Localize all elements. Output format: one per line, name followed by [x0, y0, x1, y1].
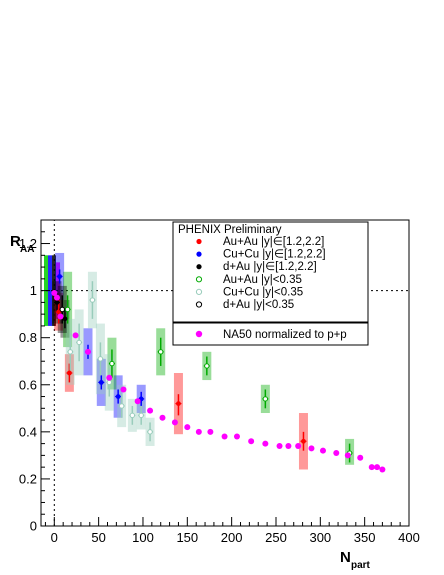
data-point: [147, 429, 153, 435]
data-point: [106, 374, 113, 381]
data-point: [357, 454, 364, 461]
data-point: [89, 297, 96, 303]
x-axis-title-main: N: [340, 549, 351, 566]
legend-label: Cu+Cu |y|∈[1.2,2.2]: [223, 249, 326, 261]
y-tick-label: 1.2: [19, 236, 37, 251]
data-point: [118, 403, 125, 409]
legend-box: PHENIX Preliminary Au+Au |y|∈[1.2,2.2]Cu…: [172, 221, 369, 323]
data-point: [57, 274, 63, 279]
axis-ticks: 0 50 100 150 200 250 300 350 400 0 0.2 0.4 0.6 0.8 1 1.…: [19, 219, 420, 545]
data-point: [98, 380, 104, 385]
data-point: [285, 442, 292, 449]
data-point: [72, 332, 79, 339]
data-point: [262, 396, 269, 402]
data-point: [134, 398, 141, 405]
data-point: [64, 306, 71, 313]
data-point: [97, 356, 104, 362]
y-axis-title-main: R: [10, 233, 21, 250]
y-tick-label: 0.8: [19, 330, 37, 345]
data-point: [295, 442, 302, 449]
data-point: [308, 445, 315, 452]
data-point: [159, 414, 166, 421]
data-point: [379, 466, 386, 473]
legend-marker: [196, 264, 202, 270]
legend-label: d+Au |y|∈[1.2,2.2]: [223, 261, 317, 273]
legend-marker: [195, 301, 203, 308]
legend-secondary-label: NA50 normalized to p+p: [223, 329, 347, 341]
legend-label: Cu+Cu |y|<0.35: [223, 286, 303, 298]
legend-secondary-marker: [195, 330, 203, 338]
data-point: [57, 313, 64, 320]
x-tick-label: 150: [176, 530, 198, 545]
data-point: [221, 433, 228, 440]
x-tick-label: 300: [309, 530, 331, 545]
x-tick-label: 250: [265, 530, 287, 545]
data-point: [276, 442, 283, 449]
data-point: [368, 464, 375, 471]
data-point: [195, 428, 202, 435]
data-point: [62, 316, 68, 322]
legend-marker: [196, 238, 202, 245]
data-point: [176, 401, 181, 406]
x-tick-label: 400: [398, 530, 420, 545]
legend-label: Au+Au |y|∈[1.2,2.2]: [223, 236, 324, 248]
legend-box-secondary: NA50 normalized to p+p: [172, 322, 369, 346]
data-point: [115, 394, 121, 399]
y-tick-label: 0.6: [19, 377, 37, 392]
data-point: [109, 360, 115, 367]
data-point: [59, 306, 65, 313]
legend-label: Au+Au |y|<0.35: [223, 274, 302, 286]
data-point: [84, 348, 91, 355]
data-points: [51, 274, 386, 473]
x-tick-label: 200: [221, 530, 243, 545]
data-point: [333, 450, 340, 457]
data-point: [301, 438, 306, 444]
data-point: [66, 370, 72, 376]
data-point: [147, 407, 154, 414]
data-point: [374, 464, 381, 471]
y-axis-title: R AA: [10, 233, 34, 255]
data-point: [138, 412, 144, 419]
x-axis-title: N part: [340, 549, 371, 571]
data-point: [67, 349, 73, 355]
x-tick-label: 50: [91, 530, 105, 545]
y-tick-label: 0.4: [19, 424, 37, 439]
y-tick-label: 1: [30, 283, 37, 298]
data-point: [76, 339, 82, 346]
data-point: [262, 440, 269, 447]
data-point: [106, 379, 112, 386]
data-point: [319, 447, 326, 454]
legend-entries: Au+Au |y|∈[1.2,2.2]Cu+Cu |y|∈[1.2,2.2]d+…: [195, 236, 326, 311]
data-point: [51, 289, 58, 296]
x-tick-label: 100: [132, 530, 154, 545]
y-axis-title-sub: AA: [20, 244, 34, 255]
y-tick-label: 0: [30, 519, 37, 534]
data-point: [171, 419, 178, 426]
data-point: [54, 299, 60, 305]
data-point: [344, 452, 351, 459]
y-tick-label: 0.2: [19, 471, 37, 486]
x-tick-label: 0: [51, 530, 58, 545]
legend-marker: [196, 251, 202, 257]
data-point: [184, 424, 191, 431]
legend-label: d+Au |y|<0.35: [223, 299, 294, 311]
legend-frame: [172, 221, 369, 323]
legend-secondary-frame: [172, 322, 369, 346]
data-point: [158, 349, 164, 355]
legend-marker: [195, 288, 203, 295]
data-point: [204, 363, 210, 369]
data-point: [120, 386, 127, 393]
data-point: [129, 412, 136, 419]
data-point: [53, 294, 60, 301]
data-point: [248, 438, 255, 445]
x-axis-title-sub: part: [351, 560, 371, 571]
x-tick-label: 350: [354, 530, 376, 545]
legend-header: PHENIX Preliminary: [178, 224, 282, 236]
data-point: [207, 428, 214, 435]
data-point: [233, 433, 240, 440]
legend-marker: [195, 276, 203, 283]
